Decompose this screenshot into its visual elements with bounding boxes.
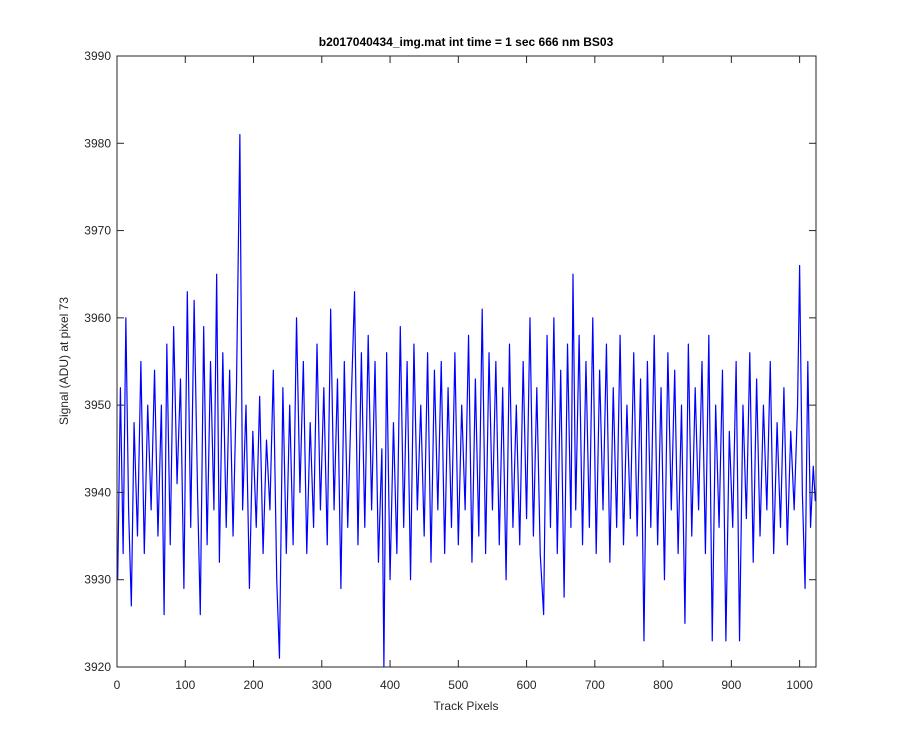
x-tick-label: 300 [312,678,332,692]
x-tick-label: 500 [448,678,468,692]
x-tick-label: 200 [244,678,264,692]
y-tick-label: 3940 [84,485,111,499]
x-axis-label: Track Pixels [434,699,499,713]
axes-box [116,55,817,668]
y-tick-label: 3920 [84,660,111,674]
y-tick-label: 3970 [84,224,111,238]
x-tick-label: 700 [585,678,605,692]
x-tick-label: 600 [517,678,537,692]
x-tick-label: 1000 [786,678,813,692]
y-tick-label: 3990 [84,49,111,63]
x-tick-label: 800 [653,678,673,692]
x-tick-label: 900 [721,678,741,692]
y-tick-label: 3980 [84,136,111,150]
data-line [117,133,816,668]
x-tick-label: 100 [175,678,195,692]
x-tick-label: 0 [114,678,121,692]
y-tick-label: 3960 [84,311,111,325]
x-tick-label: 400 [380,678,400,692]
y-tick-label: 3950 [84,398,111,412]
y-axis-label: Signal (ADU) at pixel 73 [57,297,71,425]
chart-title: b2017040434_img.mat int time = 1 sec 666… [319,35,614,49]
plot-area [117,56,816,667]
y-tick-label: 3930 [84,573,111,587]
